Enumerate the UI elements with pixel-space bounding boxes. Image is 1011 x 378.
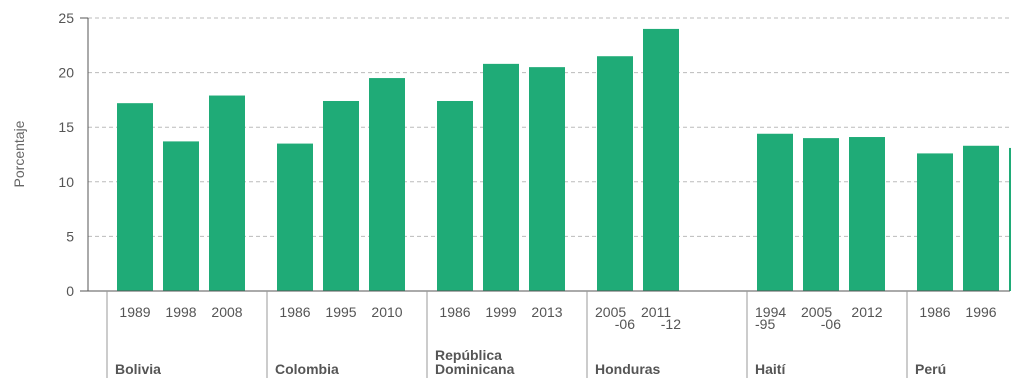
y-axis-ticks: 0 5 10 15 20 25 [58, 10, 74, 299]
country-label: Honduras [595, 361, 661, 377]
x-tick-label: 2011 -12 [641, 304, 681, 332]
y-tick-label: 10 [58, 174, 74, 190]
country-label: Bolivia [115, 361, 161, 377]
x-tick-label: 2005 -06 [595, 304, 635, 332]
bar [757, 133, 793, 291]
bar [277, 143, 313, 291]
bar [917, 153, 953, 291]
bar [117, 103, 153, 292]
y-tick-label: 0 [66, 283, 74, 299]
country-label: Haití [755, 361, 786, 377]
bar [803, 138, 839, 291]
x-tick-label: 2005 -06 [801, 304, 841, 332]
y-tick-label: 20 [58, 65, 74, 81]
x-tick-label: 2012 [851, 304, 882, 320]
bar [597, 56, 633, 291]
country-label: Perú [915, 361, 946, 377]
bar [643, 28, 679, 291]
x-tick-label: 2013 [531, 304, 562, 320]
x-tick-label: 2008 [211, 304, 242, 320]
y-tick-label: 15 [58, 119, 74, 135]
x-tick-label: 1986 [279, 304, 310, 320]
x-tick-label: 1986 [919, 304, 950, 320]
x-tick-label: 1994 -95 [755, 304, 786, 332]
bars [117, 28, 1011, 292]
x-axis-labels: 1989 1998 2008 Bolivia 1986 1995 2010 Colombia 1… [115, 304, 997, 377]
bar [1009, 147, 1011, 291]
x-tick-label: 2010 [371, 304, 402, 320]
bar [369, 78, 405, 291]
x-tick-label: 1989 [119, 304, 150, 320]
bar [849, 137, 885, 291]
bar [163, 141, 199, 291]
x-tick-label: 1995 [325, 304, 356, 320]
bar [963, 145, 999, 291]
y-tick-label: 25 [58, 10, 74, 26]
bar [209, 95, 245, 291]
x-tick-label: 1996 [965, 304, 996, 320]
bar [437, 100, 473, 291]
x-tick-label: 1998 [165, 304, 196, 320]
y-tick-label: 5 [66, 228, 74, 244]
country-label: República Dominicana [435, 347, 515, 377]
bar [323, 100, 359, 291]
y-axis-label: Porcentaje [11, 120, 27, 187]
bar [529, 67, 565, 291]
x-tick-label: 1986 [439, 304, 470, 320]
country-label: Colombia [275, 361, 339, 377]
x-tick-label: 1999 [485, 304, 516, 320]
bar [483, 63, 519, 291]
group-separators [80, 17, 1010, 378]
